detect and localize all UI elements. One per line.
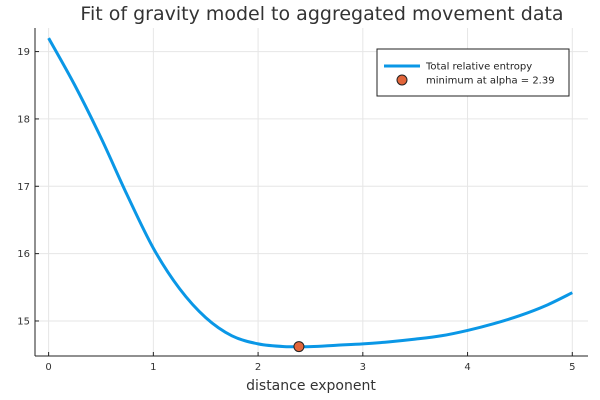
grid xyxy=(35,28,588,356)
y-tick-label: 17 xyxy=(17,182,30,193)
chart-title: Fit of gravity model to aggregated movem… xyxy=(80,3,563,25)
x-tick-label: 2 xyxy=(255,362,261,373)
x-tick-label: 5 xyxy=(569,362,575,373)
plot-area xyxy=(47,37,573,353)
legend-marker-swatch xyxy=(396,74,408,86)
tick-labels: 0 1 2 3 4 5 15 16 17 18 19 xyxy=(17,47,575,373)
x-tick-label: 1 xyxy=(150,362,156,373)
x-axis-label: distance exponent xyxy=(246,378,376,394)
y-tick-label: 15 xyxy=(17,316,30,327)
x-tick-label: 4 xyxy=(464,362,470,373)
y-tick-label: 16 xyxy=(17,249,30,260)
series-line-total-relative-entropy xyxy=(47,37,573,349)
legend-label-minimum: minimum at alpha = 2.39 xyxy=(426,76,555,87)
y-tick-label: 19 xyxy=(17,47,30,58)
legend-label-entropy: Total relative entropy xyxy=(425,62,532,73)
legend-box xyxy=(376,48,570,97)
minimum-point xyxy=(293,341,305,353)
legend: Total relative entropy minimum at alpha … xyxy=(376,48,570,97)
y-tick-label: 18 xyxy=(17,114,30,125)
x-tick-label: 0 xyxy=(45,362,51,373)
x-tick-label: 3 xyxy=(360,362,366,373)
